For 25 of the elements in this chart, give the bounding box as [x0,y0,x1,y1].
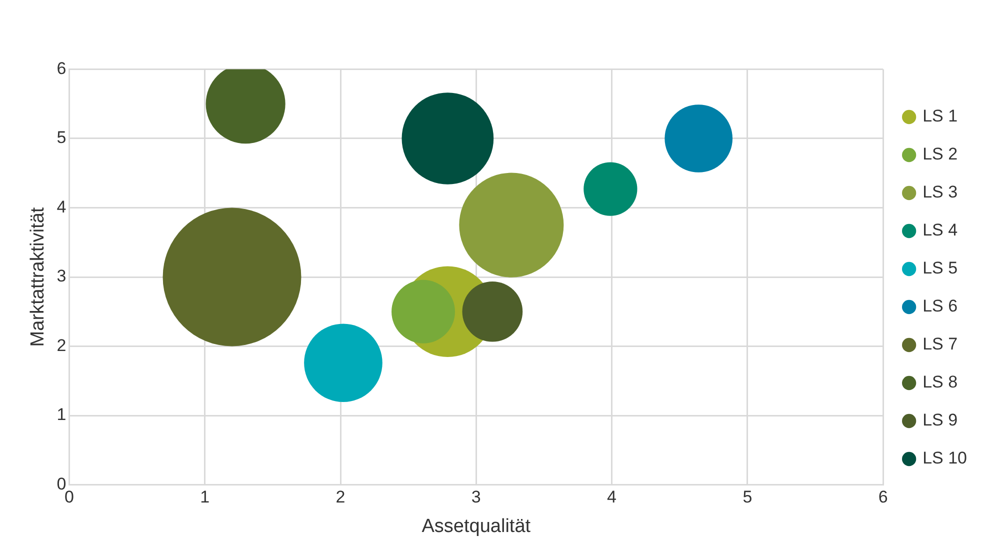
y-tick-label: 6 [56,58,66,78]
legend-label: LS 6 [922,296,958,316]
legend-label: LS 9 [922,410,958,430]
x-tick-label: 2 [336,488,346,507]
legend-label: LS 3 [922,182,958,202]
x-tick-label: 6 [878,488,888,507]
x-tick-label: 5 [742,488,752,507]
legend-label: LS 2 [922,144,958,164]
y-tick-label: 0 [56,474,66,494]
x-tick-label: 3 [471,488,481,507]
x-axis-title: Assetqualität [422,516,532,537]
legend-label: LS 10 [922,448,968,468]
legend-label: LS 1 [922,106,958,126]
y-axis-title: Marktattraktivität [28,206,49,347]
y-tick-label: 3 [56,266,66,286]
y-tick-label: 2 [56,336,66,355]
legend-label: LS 7 [922,334,958,354]
legend-label: LS 5 [922,258,958,278]
y-tick-label: 5 [56,128,66,148]
legend-label: LS 4 [922,220,958,240]
legend-label: LS 8 [922,372,958,392]
x-tick-label: 1 [200,488,210,507]
y-tick-label: 1 [56,405,66,424]
y-tick-label: 4 [56,197,66,216]
x-tick-label: 4 [607,488,617,507]
